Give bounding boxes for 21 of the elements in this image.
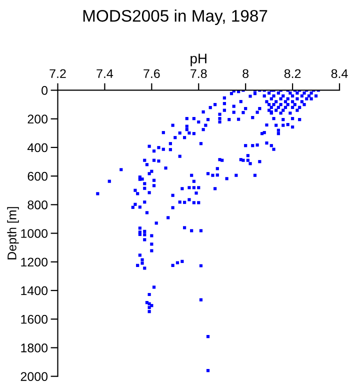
chart-title: MODS2005 in May, 1987 <box>83 10 268 26</box>
y-tick-label: 0 <box>42 86 48 95</box>
x-tick-label: 7.4 <box>96 69 114 78</box>
y-tick-label: 1000 <box>21 229 48 238</box>
x-tick-label: 8.4 <box>331 69 348 78</box>
y-tick-label: 1600 <box>21 314 48 324</box>
y-tick-label: 400 <box>27 143 48 152</box>
x-tick-label: 8 <box>242 69 249 78</box>
y-tick-label: 2000 <box>20 372 48 381</box>
y-tick-label: 200 <box>28 114 48 124</box>
y-tick-label: 600 <box>28 172 48 181</box>
y-tick-label: 800 <box>28 200 48 210</box>
y-tick-label: 1400 <box>21 286 48 296</box>
x-tick-label: 7.2 <box>50 69 66 78</box>
y-tick-label: 1800 <box>21 344 48 352</box>
y-tick-label: 1200 <box>21 258 48 267</box>
x-axis-title: pH <box>190 54 206 66</box>
x-tick-label: 7.8 <box>190 69 207 78</box>
x-tick-label: 8.2 <box>284 69 301 78</box>
x-tick-label: 7.6 <box>144 69 160 78</box>
y-axis-title: Depth [m] <box>7 207 19 260</box>
